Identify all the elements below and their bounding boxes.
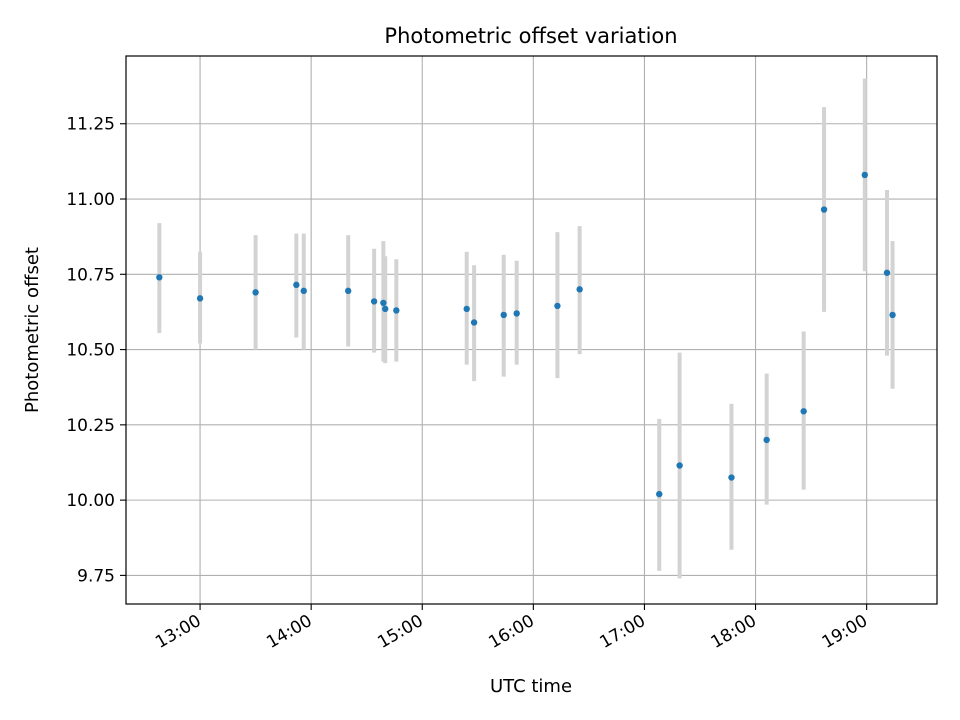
y-tick-label: 9.75: [77, 566, 115, 586]
data-point: [382, 305, 389, 313]
data-point: [656, 490, 663, 498]
data-point: [889, 311, 896, 319]
y-tick-label: 10.50: [66, 341, 115, 361]
y-tick-label: 10.00: [66, 491, 115, 511]
data-point: [676, 462, 683, 469]
data-point: [463, 305, 470, 313]
gridlines: [126, 56, 937, 604]
data-point: [470, 319, 478, 326]
y-axis-ticks: 9.75 10.00 10.25 10.50 10.75 11.00 11.25: [66, 115, 126, 586]
data-points: [156, 171, 896, 498]
y-tick-label: 10.25: [66, 416, 115, 436]
data-point: [820, 206, 828, 213]
data-point: [380, 299, 387, 307]
data-point: [861, 171, 868, 179]
plot-area-frame: [125, 55, 938, 605]
y-tick-label: 10.75: [66, 265, 115, 285]
data-point: [800, 408, 807, 415]
data-point: [300, 287, 307, 295]
data-point: [293, 281, 300, 289]
data-point: [728, 474, 735, 481]
x-axis-label: UTC time: [490, 676, 572, 697]
y-tick-label: 11.00: [66, 190, 115, 210]
data-point: [883, 269, 891, 276]
data-point: [500, 311, 507, 319]
data-point: [513, 310, 520, 317]
y-tick-label: 11.25: [66, 115, 115, 135]
data-point: [554, 302, 561, 310]
data-point: [370, 298, 378, 305]
data-point: [763, 436, 770, 444]
data-point: [252, 289, 259, 296]
data-point: [196, 295, 204, 302]
data-point: [344, 287, 352, 295]
y-axis-label: Photometric offset: [22, 247, 43, 413]
chart-title: Photometric offset variation: [384, 24, 677, 48]
data-point: [156, 274, 163, 281]
data-point: [393, 307, 400, 314]
data-point: [576, 286, 583, 293]
